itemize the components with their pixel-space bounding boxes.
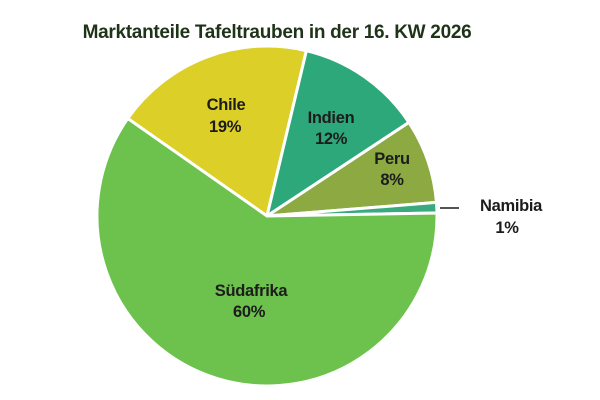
slice-value-indien: 12% [315, 130, 348, 148]
slice-value-chile: 19% [209, 118, 242, 136]
pie-slice-suedafrika [95, 116, 439, 388]
slice-label-chile: Chile [207, 96, 246, 114]
slice-label-suedafrika: Südafrika [215, 282, 289, 300]
chart-title: Marktanteile Tafeltrauben in der 16. KW … [83, 22, 472, 43]
pie-slice-chile [126, 44, 308, 218]
slice-value-suedafrika: 60% [233, 303, 266, 321]
slice-value-namibia: 1% [495, 219, 519, 237]
pie-slice-indien [265, 49, 411, 218]
pie-slices [95, 44, 439, 388]
slice-value-peru: 8% [380, 171, 404, 189]
slice-label-indien: Indien [308, 109, 355, 127]
slice-label-peru: Peru [374, 150, 409, 168]
slice-label-namibia: Namibia [480, 197, 543, 215]
